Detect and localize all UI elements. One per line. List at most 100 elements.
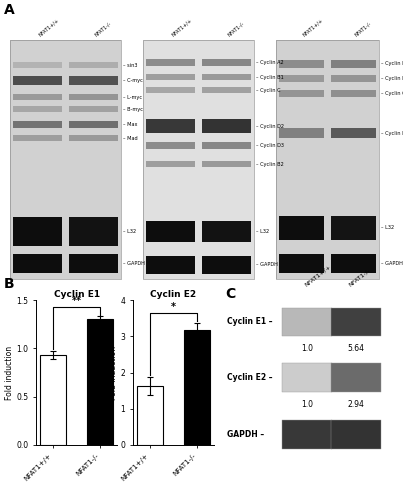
Text: C: C [226,287,236,301]
Bar [146,162,195,168]
Text: – Cyclin D3: – Cyclin D3 [256,142,284,148]
Bar [69,106,118,112]
Bar [69,122,118,128]
Text: – GAPDH: – GAPDH [123,261,145,266]
Title: Cyclin E2: Cyclin E2 [150,290,196,299]
Text: NFAT1-/-: NFAT1-/- [353,20,372,37]
Text: – L-myc: – L-myc [123,95,142,100]
Text: 5.64: 5.64 [347,344,364,354]
Y-axis label: Fold induction: Fold induction [5,346,14,400]
Bar [13,217,62,246]
Bar [146,59,195,66]
Text: – Cyclin F: – Cyclin F [381,76,403,80]
Bar [13,94,62,100]
Bar [279,90,324,97]
Bar [143,40,254,280]
Text: – L32: – L32 [123,229,136,234]
Text: – Max: – Max [123,122,137,128]
Bar [330,308,381,336]
Bar [137,386,163,445]
Bar [146,87,195,93]
Text: – Cyclin E: – Cyclin E [381,62,403,66]
Bar [10,40,121,280]
Text: **: ** [72,296,81,306]
Bar [202,256,251,274]
Bar [279,216,324,240]
Bar [202,74,251,80]
Text: NFAT1+/+: NFAT1+/+ [38,17,60,37]
Bar [69,76,118,85]
Text: – L32: – L32 [381,226,394,230]
Bar [279,254,324,274]
Bar [330,420,381,449]
Bar [202,59,251,66]
Bar [13,76,62,85]
Bar [146,220,195,242]
Text: Cyclin E1 –: Cyclin E1 – [227,318,273,326]
Text: B: B [4,278,15,291]
Text: NFAT1-/-: NFAT1-/- [93,20,112,37]
Text: *: * [171,302,176,312]
Text: NFAT1+/+: NFAT1+/+ [302,17,324,37]
Bar [69,254,118,274]
Bar [13,106,62,112]
Text: – C-myc: – C-myc [123,78,143,83]
Text: – L32: – L32 [256,229,269,234]
Text: – Cyclin A2: – Cyclin A2 [256,60,284,65]
Bar [330,60,376,68]
Bar [146,142,195,149]
Bar [330,90,376,97]
Bar [146,74,195,80]
Bar [330,75,376,82]
Bar [202,220,251,242]
Text: – Cyclin G1: – Cyclin G1 [381,92,403,96]
Bar [279,60,324,68]
Bar [202,162,251,168]
Bar [69,217,118,246]
Text: – Cyclin H: – Cyclin H [381,131,403,136]
Text: 1.0: 1.0 [301,344,313,354]
Bar [279,75,324,82]
Bar [13,122,62,128]
Bar [10,40,121,280]
Bar [279,128,324,138]
Bar [330,216,376,240]
Text: – Mad: – Mad [123,136,137,140]
Bar [330,363,381,392]
Bar [13,135,62,141]
Bar [146,119,195,134]
Text: 2.94: 2.94 [347,400,364,409]
Text: GAPDH –: GAPDH – [227,430,264,439]
Text: – Cyclin B1: – Cyclin B1 [256,74,284,80]
Bar [143,40,254,280]
Text: – Cyclin C: – Cyclin C [256,88,280,92]
Bar [202,142,251,149]
Bar [330,128,376,138]
Text: – Cyclin B2: – Cyclin B2 [256,162,284,167]
Bar [276,40,379,280]
Bar [202,87,251,93]
Text: NFAT1-/-: NFAT1-/- [226,20,245,37]
Bar [282,363,332,392]
Bar [69,94,118,100]
Text: NFAT1+/+: NFAT1+/+ [303,264,332,287]
Bar [40,355,66,445]
Bar [13,62,62,68]
Bar [184,330,210,445]
Text: – sin3: – sin3 [123,62,137,68]
Bar [87,320,113,445]
Text: – GAPDH: – GAPDH [256,262,278,268]
Y-axis label: Fold induction: Fold induction [109,346,118,400]
Title: Cyclin E1: Cyclin E1 [54,290,100,299]
Text: 1.0: 1.0 [301,400,313,409]
Bar [282,420,332,449]
Text: NFAT1-/-: NFAT1-/- [347,267,371,287]
Text: A: A [4,3,15,17]
Bar [69,62,118,68]
Text: – GAPDH: – GAPDH [381,261,403,266]
Bar [146,256,195,274]
Text: – Cyclin D2: – Cyclin D2 [256,124,284,128]
Text: – B-myc: – B-myc [123,107,143,112]
Bar [202,119,251,134]
Bar [13,254,62,274]
